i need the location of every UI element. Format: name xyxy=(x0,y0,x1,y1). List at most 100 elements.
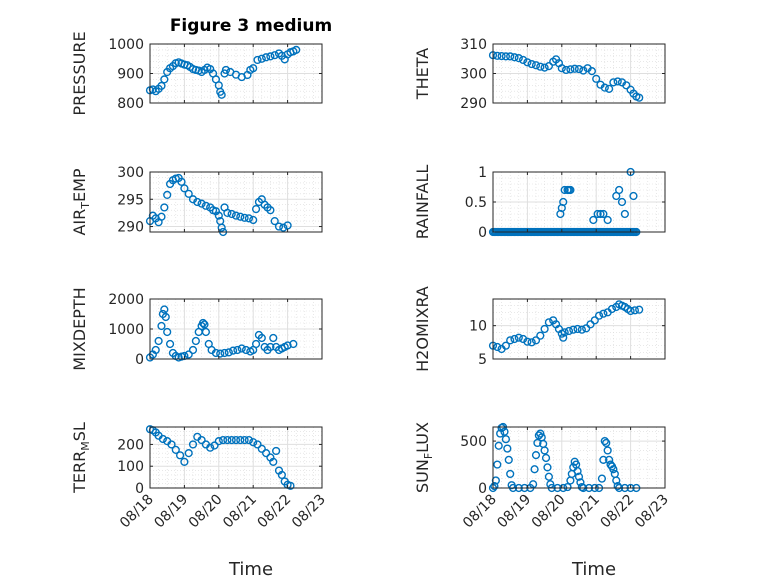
data-point xyxy=(262,53,271,62)
data-point xyxy=(266,342,275,352)
data-point xyxy=(200,320,209,329)
data-point xyxy=(490,482,499,491)
y-tick-label: 5 xyxy=(478,352,487,368)
y-tick-label: 300 xyxy=(117,165,144,181)
data-point xyxy=(249,64,258,73)
data-point xyxy=(617,197,627,207)
data-point xyxy=(160,305,169,314)
data-point xyxy=(566,185,575,195)
x-tick-label: 08/20 xyxy=(529,492,569,532)
data-point xyxy=(274,222,284,231)
data-point xyxy=(582,324,591,333)
data-point xyxy=(603,446,612,455)
data-point xyxy=(541,453,551,463)
data-point xyxy=(626,306,635,316)
data-point xyxy=(573,324,582,334)
data-point xyxy=(563,482,572,492)
axes-box xyxy=(492,426,666,489)
data-point xyxy=(223,435,232,445)
data-point xyxy=(240,213,249,222)
data-point xyxy=(272,446,281,456)
data-point xyxy=(510,53,519,62)
y-axis-label: H2OMIXRA xyxy=(413,286,432,372)
data-point xyxy=(543,463,552,472)
data-point xyxy=(171,445,180,454)
y-tick-label: 200 xyxy=(117,437,144,453)
data-point xyxy=(574,472,584,481)
data-point xyxy=(510,334,519,344)
y-tick-label: 290 xyxy=(460,96,487,112)
data-point xyxy=(158,434,168,444)
data-point xyxy=(560,328,569,337)
data-point xyxy=(231,211,241,220)
data-point xyxy=(269,333,278,343)
y-tick-label: 1000 xyxy=(108,322,144,338)
data-point xyxy=(231,435,241,445)
data-point xyxy=(523,337,532,346)
data-point xyxy=(573,467,582,476)
data-point xyxy=(220,348,229,358)
data-point xyxy=(604,84,614,93)
data-point xyxy=(279,223,288,232)
data-point xyxy=(249,438,258,447)
y-tick-label: 1000 xyxy=(108,37,144,53)
y-tick-label: 310 xyxy=(460,37,487,53)
data-point xyxy=(494,441,503,450)
data-point xyxy=(198,318,208,328)
axes-box xyxy=(492,298,666,360)
data-point xyxy=(589,215,598,225)
data-point xyxy=(157,212,166,221)
data-point xyxy=(506,336,515,345)
data-point xyxy=(283,341,292,350)
axes-box xyxy=(149,426,323,489)
data-point xyxy=(221,65,231,75)
data-point xyxy=(600,436,609,446)
data-point xyxy=(188,440,198,449)
data-point xyxy=(227,209,236,219)
data-point xyxy=(270,216,279,226)
data-point xyxy=(504,455,513,464)
data-point xyxy=(496,429,505,438)
data-point xyxy=(217,90,226,99)
data-point xyxy=(253,55,262,65)
data-point xyxy=(566,65,575,74)
data-point xyxy=(613,482,622,491)
subplot-pressure: 800 900 1000 PRESSURE xyxy=(70,31,323,116)
data-point xyxy=(184,350,193,359)
data-point xyxy=(197,199,206,208)
data-point xyxy=(236,435,245,445)
data-point xyxy=(500,427,509,436)
data-point xyxy=(201,201,211,210)
data-point xyxy=(227,435,236,445)
y-tick-label: 300 xyxy=(460,67,487,83)
data-point xyxy=(286,481,295,490)
data-point xyxy=(574,64,584,74)
data-point xyxy=(188,345,198,355)
data-point xyxy=(501,341,511,350)
data-point xyxy=(157,81,166,90)
data-point xyxy=(609,78,618,87)
data-point xyxy=(518,55,528,65)
data-point xyxy=(266,206,275,215)
data-point xyxy=(292,45,301,55)
data-point xyxy=(211,348,221,358)
data-point xyxy=(560,185,569,195)
data-point xyxy=(210,441,219,450)
series xyxy=(488,422,641,493)
data-point xyxy=(257,333,266,343)
y-axis-label: PRESSURE xyxy=(70,31,89,115)
y-tick-label: 800 xyxy=(117,96,144,112)
subplot-theta: 290 300 310 THETA xyxy=(413,37,666,112)
minor-grid xyxy=(493,427,665,488)
y-tick-label: 10 xyxy=(469,319,487,335)
data-point xyxy=(629,191,638,201)
data-point xyxy=(593,209,602,219)
series xyxy=(488,300,644,354)
data-point xyxy=(251,339,261,349)
y-tick-label: 0.5 xyxy=(465,195,487,211)
data-point xyxy=(531,336,541,345)
y-tick-label: 0 xyxy=(478,481,487,497)
y-tick-label: 0 xyxy=(135,481,144,497)
data-point xyxy=(201,327,211,337)
